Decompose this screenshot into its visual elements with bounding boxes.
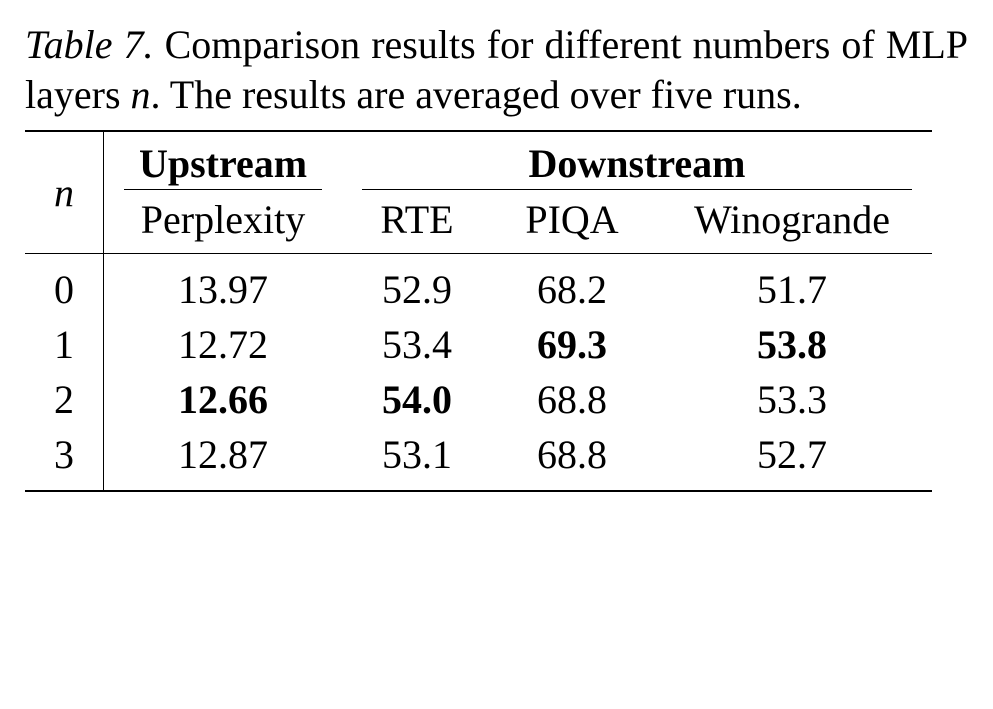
cell-wino: 52.7 bbox=[652, 427, 932, 491]
cell-piqa: 69.3 bbox=[492, 317, 652, 372]
table-row: 2 12.66 54.0 68.8 53.3 bbox=[25, 372, 932, 427]
cell-rte: 52.9 bbox=[342, 254, 492, 318]
header-upstream: Upstream bbox=[104, 131, 343, 189]
table-subheader-row: Perplexity RTE PIQA Winogrande bbox=[25, 190, 932, 254]
cell-n: 0 bbox=[25, 254, 104, 318]
cell-rte: 53.4 bbox=[342, 317, 492, 372]
cell-n: 2 bbox=[25, 372, 104, 427]
table-caption: Table 7. Comparison results for differen… bbox=[25, 20, 968, 120]
caption-var-n: n bbox=[131, 72, 151, 117]
cell-wino: 51.7 bbox=[652, 254, 932, 318]
cell-n: 3 bbox=[25, 427, 104, 491]
cell-ppl: 12.66 bbox=[104, 372, 343, 427]
cell-ppl: 13.97 bbox=[104, 254, 343, 318]
cell-rte: 53.1 bbox=[342, 427, 492, 491]
subheader-rte: RTE bbox=[342, 190, 492, 254]
subheader-perplexity: Perplexity bbox=[104, 190, 343, 254]
cell-rte: 54.0 bbox=[342, 372, 492, 427]
header-n: n bbox=[25, 131, 104, 254]
table-header-group-row: n Upstream Downstream bbox=[25, 131, 932, 189]
subheader-winogrande: Winogrande bbox=[652, 190, 932, 254]
cell-ppl: 12.72 bbox=[104, 317, 343, 372]
subheader-piqa: PIQA bbox=[492, 190, 652, 254]
cell-n: 1 bbox=[25, 317, 104, 372]
cell-piqa: 68.8 bbox=[492, 372, 652, 427]
results-table: n Upstream Downstream Perplexity RTE PIQ… bbox=[25, 130, 932, 492]
table-row: 1 12.72 53.4 69.3 53.8 bbox=[25, 317, 932, 372]
table-row: 3 12.87 53.1 68.8 52.7 bbox=[25, 427, 932, 491]
cell-wino: 53.8 bbox=[652, 317, 932, 372]
cell-piqa: 68.8 bbox=[492, 427, 652, 491]
header-downstream: Downstream bbox=[342, 131, 932, 189]
caption-text-2: . The results are averaged over five run… bbox=[151, 72, 802, 117]
cell-ppl: 12.87 bbox=[104, 427, 343, 491]
table-row: 0 13.97 52.9 68.2 51.7 bbox=[25, 254, 932, 318]
table-label: Table 7. bbox=[25, 22, 154, 67]
cell-piqa: 68.2 bbox=[492, 254, 652, 318]
cell-wino: 53.3 bbox=[652, 372, 932, 427]
